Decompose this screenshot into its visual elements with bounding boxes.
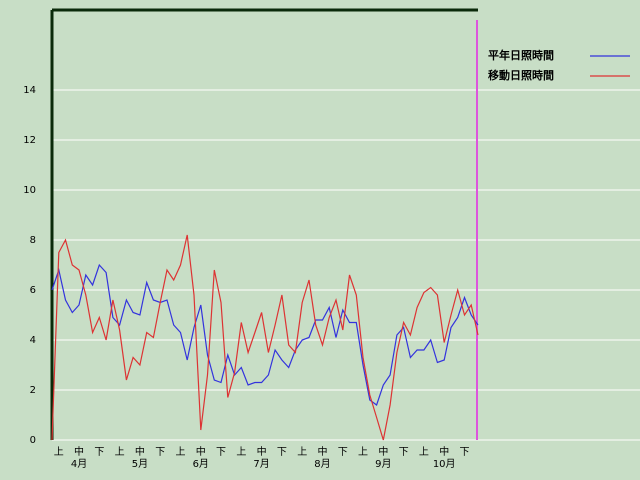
x-tick-label: 中 [196, 445, 206, 458]
y-tick-label: 4 [30, 335, 36, 346]
x-tick-label: 上 [419, 446, 429, 458]
x-tick-label: 下 [338, 447, 348, 458]
y-tick-label: 0 [30, 435, 36, 446]
x-tick-label: 上 [175, 446, 185, 458]
x-tick-label: 下 [399, 447, 409, 458]
x-tick-label: 中 [74, 445, 84, 458]
x-tick-label: 上 [54, 446, 64, 458]
y-tick-label: 2 [30, 385, 36, 396]
y-tick-label: 6 [30, 285, 36, 296]
series-line [51, 263, 479, 406]
month-label: 4月 [71, 458, 87, 470]
month-label: 6月 [193, 458, 209, 470]
x-tick-label: 中 [439, 445, 449, 458]
month-label: 8月 [314, 458, 330, 470]
x-tick-label: 中 [378, 445, 388, 458]
y-tick-label: 12 [23, 135, 36, 146]
month-label: 7月 [253, 458, 269, 470]
x-tick-label: 中 [317, 445, 327, 458]
y-tick-label: 8 [30, 235, 36, 246]
x-tick-label: 上 [236, 446, 246, 458]
x-tick-label: 下 [216, 447, 226, 458]
x-tick-label: 下 [277, 447, 287, 458]
x-tick-label: 上 [358, 446, 368, 458]
x-tick-label: 上 [297, 446, 307, 458]
series-line [51, 234, 479, 441]
y-tick-label: 10 [23, 185, 36, 196]
x-tick-label: 中 [257, 445, 267, 458]
month-label: 5月 [132, 458, 148, 470]
x-tick-label: 下 [94, 447, 104, 458]
legend-label: 移動日照時間 [488, 68, 554, 82]
legend-label: 平年日照時間 [488, 48, 554, 62]
y-tick-label: 14 [23, 85, 36, 96]
x-tick-label: 下 [155, 447, 165, 458]
x-tick-label: 下 [459, 447, 469, 458]
month-label: 9月 [375, 458, 391, 470]
x-tick-label: 中 [135, 445, 145, 458]
month-label: 10月 [433, 458, 456, 470]
x-tick-label: 上 [115, 446, 125, 458]
